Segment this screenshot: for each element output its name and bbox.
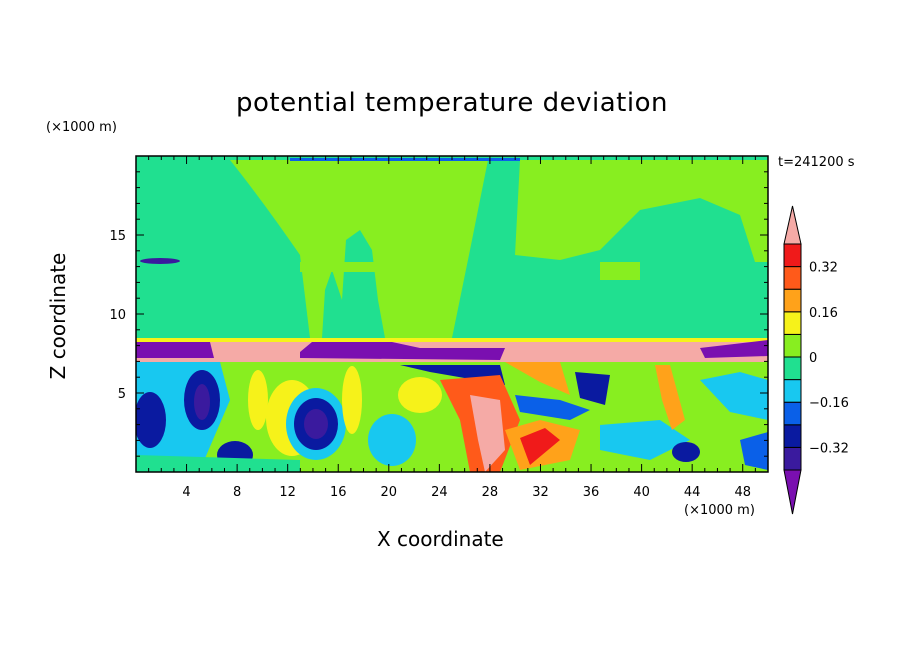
upper-patch-left	[140, 258, 180, 264]
upper-gap	[600, 262, 640, 280]
x-unit-label: (×1000 m)	[684, 503, 755, 518]
lower-blue-5	[575, 372, 610, 405]
colorbar-swatch	[783, 424, 802, 448]
x-tick-label: 40	[633, 485, 650, 500]
x-tick-label: 20	[381, 485, 398, 500]
lower-cyan-4	[600, 420, 690, 460]
colorbar-bottom-extension	[783, 469, 802, 515]
colorbar-swatch	[783, 446, 802, 471]
top-boundary-blue	[290, 158, 520, 161]
x-tick-label: 16	[330, 485, 347, 500]
heatmap-field	[136, 156, 768, 472]
x-tick-label: 48	[734, 485, 751, 500]
lower-blue-6	[515, 395, 590, 420]
lower-purple-4	[304, 409, 328, 439]
colorbar-swatch	[783, 379, 802, 403]
upper-band	[300, 262, 460, 272]
lower-bottom-teal	[136, 455, 300, 472]
x-tick-label: 44	[684, 485, 701, 500]
colorbar-tick-label: 0.32	[809, 261, 838, 276]
y-tick-label: 5	[118, 387, 126, 402]
colorbar-tick-label: 0	[809, 351, 817, 366]
colorbar-tick-label: −0.16	[809, 396, 849, 411]
lower-cyan-5	[700, 372, 768, 420]
time-label: t=241200 s	[778, 155, 855, 170]
lower-yellow-4	[398, 377, 442, 413]
x-tick-label: 36	[583, 485, 600, 500]
lower-red-1	[520, 428, 560, 465]
y-tick-label: 10	[109, 308, 126, 323]
lower-blue-7	[672, 442, 700, 462]
upper-plume-right	[452, 160, 768, 338]
colorbar-swatch	[783, 356, 802, 381]
x-tick-label: 32	[532, 485, 549, 500]
x-tick-label: 8	[233, 485, 241, 500]
lower-orange-2	[505, 362, 570, 395]
lower-pink-plume	[470, 395, 505, 472]
colorbar: 0.32 0.16 0 −0.16 −0.32	[783, 205, 849, 515]
inversion-purple-3	[700, 340, 768, 358]
colorbar-swatch	[783, 288, 802, 313]
colorbar-tick-label: −0.32	[809, 441, 849, 456]
inversion-purple-1	[136, 342, 214, 358]
x-axis-label: X coordinate	[377, 527, 504, 551]
upper-plume-left	[136, 160, 310, 338]
upper-band-left	[136, 262, 300, 270]
x-tick-label: 4	[182, 485, 190, 500]
lower-yellow-1	[248, 370, 268, 430]
x-tick-label: 24	[431, 485, 448, 500]
y-unit-label: (×1000 m)	[46, 120, 117, 135]
inversion-top-yellow	[136, 338, 768, 342]
inversion-purple-2	[300, 342, 505, 360]
colorbar-swatch	[783, 243, 802, 268]
y-tick-label: 15	[109, 229, 126, 244]
lower-cyan-3	[368, 414, 416, 466]
lower-blue-1	[136, 392, 166, 448]
upper-plume-center	[322, 230, 385, 338]
colorbar-swatch	[783, 311, 802, 335]
colorbar-top-extension	[783, 205, 802, 245]
colorbar-swatch	[783, 401, 802, 426]
colorbar-swatch	[783, 333, 802, 358]
x-tick-label: 12	[279, 485, 296, 500]
lower-purple-2	[194, 384, 210, 420]
colorbar-tick-label: 0.16	[809, 306, 838, 321]
chart-title: potential temperature deviation	[236, 88, 668, 118]
lower-blue-8	[740, 432, 768, 470]
lower-orange-3	[655, 365, 685, 430]
colorbar-swatch	[783, 266, 802, 290]
lower-yellow-3	[342, 366, 362, 434]
x-tick-label: 28	[482, 485, 499, 500]
